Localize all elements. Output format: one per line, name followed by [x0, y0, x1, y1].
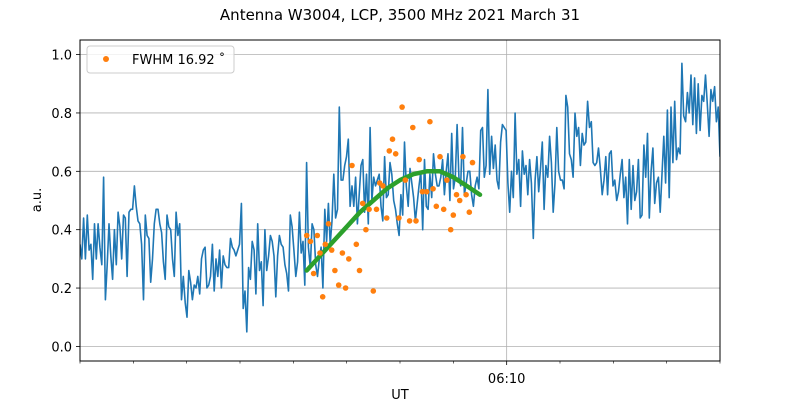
fwhm-point	[322, 241, 329, 248]
fwhm-point	[450, 212, 457, 218]
fwhm-point	[399, 104, 405, 110]
fwhm-point	[325, 221, 332, 227]
fwhm-point	[356, 267, 363, 274]
y-tick-label: 0.6	[51, 165, 72, 180]
x-tick-label: 06:10	[488, 372, 525, 387]
legend: FWHM 16.92 ˚	[86, 45, 235, 74]
fwhm-point	[359, 200, 366, 207]
y-tick-label: 0.0	[51, 340, 72, 355]
fwhm-point	[463, 191, 469, 198]
x-axis: 06:10	[79, 361, 721, 387]
fwhm-point	[389, 136, 396, 142]
fwhm-point	[466, 209, 473, 215]
fwhm-point	[440, 206, 447, 213]
fwhm-point	[427, 118, 433, 125]
fwhm-point	[419, 188, 426, 195]
signal-series	[80, 62, 720, 333]
y-tick-label: 0.4	[51, 224, 72, 239]
fwhm-point	[410, 124, 416, 131]
fwhm-point	[396, 215, 402, 221]
y-axis: 0.0 0.2 0.4 0.6 0.8 1.0	[51, 49, 80, 355]
fit-curve	[304, 169, 483, 273]
fwhm-point	[433, 203, 440, 210]
fwhm-point	[413, 218, 419, 224]
x-axis-label: UT	[391, 388, 409, 400]
fwhm-point	[317, 250, 323, 256]
fwhm-point	[332, 267, 338, 274]
fwhm-point	[447, 226, 454, 233]
y-tick-label: 1.0	[51, 49, 72, 64]
fwhm-point	[416, 156, 423, 163]
fwhm-point	[307, 238, 314, 245]
fwhm-point	[386, 148, 393, 154]
fwhm-point	[373, 206, 380, 213]
fwhm-point	[453, 191, 460, 198]
fwhm-point	[346, 256, 352, 262]
fwhm-point	[383, 215, 390, 221]
fwhm-point	[456, 197, 463, 204]
fwhm-point	[342, 285, 349, 291]
fwhm-point	[328, 247, 335, 253]
fwhm-point	[437, 153, 443, 160]
legend-marker	[103, 56, 109, 62]
fwhm-point	[353, 241, 360, 248]
fit-series	[304, 169, 483, 273]
fwhm-point	[314, 232, 321, 239]
y-axis-label: a.u.	[30, 188, 45, 212]
fwhm-point	[444, 177, 450, 183]
fwhm-point	[370, 288, 377, 294]
legend-label: FWHM 16.92 ˚	[132, 52, 225, 68]
fwhm-point	[335, 282, 342, 288]
fwhm-point	[406, 218, 413, 224]
fwhm-point	[402, 177, 409, 183]
fwhm-point	[392, 151, 399, 157]
y-tick-label: 0.8	[51, 107, 72, 122]
fwhm-point	[363, 226, 369, 233]
fwhm-point	[430, 186, 436, 192]
y-tick-label: 0.2	[51, 282, 72, 297]
fwhm-point	[469, 159, 476, 166]
signal-line	[80, 62, 720, 333]
fwhm-point	[366, 206, 372, 213]
fwhm-points-series	[303, 104, 476, 300]
fwhm-point	[303, 232, 310, 239]
fwhm-point	[460, 153, 466, 160]
fwhm-point	[380, 183, 386, 189]
legend-box	[86, 45, 235, 74]
fwhm-point	[349, 162, 355, 169]
fwhm-point	[319, 294, 326, 300]
fwhm-point	[310, 270, 317, 277]
fwhm-point	[339, 250, 346, 256]
fwhm-point	[423, 188, 430, 195]
chart-title: Antenna W3004, LCP, 3500 MHz 2021 March …	[220, 6, 580, 24]
